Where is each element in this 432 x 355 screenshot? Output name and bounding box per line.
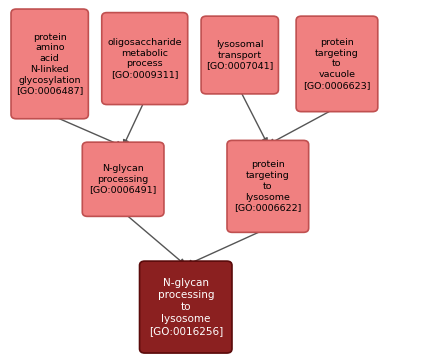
FancyBboxPatch shape [11,9,88,119]
Text: protein
targeting
to
vacuole
[GO:0006623]: protein targeting to vacuole [GO:0006623… [303,38,371,90]
Text: N-glycan
processing
[GO:0006491]: N-glycan processing [GO:0006491] [89,164,157,195]
FancyBboxPatch shape [102,12,187,104]
Text: protein
targeting
to
lysosome
[GO:0006622]: protein targeting to lysosome [GO:000662… [234,160,302,212]
FancyBboxPatch shape [140,261,232,353]
Text: protein
amino
acid
N-linked
glycosylation
[GO:0006487]: protein amino acid N-linked glycosylatio… [16,33,83,95]
FancyBboxPatch shape [82,142,164,216]
Text: N-glycan
processing
to
lysosome
[GO:0016256]: N-glycan processing to lysosome [GO:0016… [149,278,223,336]
FancyBboxPatch shape [227,140,308,233]
Text: oligosaccharide
metabolic
process
[GO:0009311]: oligosaccharide metabolic process [GO:00… [108,38,182,79]
FancyBboxPatch shape [201,16,279,94]
FancyBboxPatch shape [296,16,378,111]
Text: lysosomal
transport
[GO:0007041]: lysosomal transport [GO:0007041] [206,40,273,70]
